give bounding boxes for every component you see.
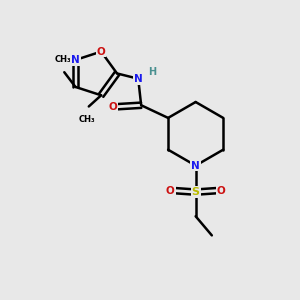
Text: N: N <box>71 55 80 65</box>
Text: O: O <box>109 102 117 112</box>
Text: N: N <box>134 74 142 84</box>
Text: N: N <box>191 160 200 171</box>
Text: CH₃: CH₃ <box>55 55 71 64</box>
Text: O: O <box>166 186 175 196</box>
Text: CH₃: CH₃ <box>79 115 96 124</box>
Text: O: O <box>97 46 106 57</box>
Text: S: S <box>192 187 200 197</box>
Text: H: H <box>148 67 156 77</box>
Text: O: O <box>217 186 225 196</box>
